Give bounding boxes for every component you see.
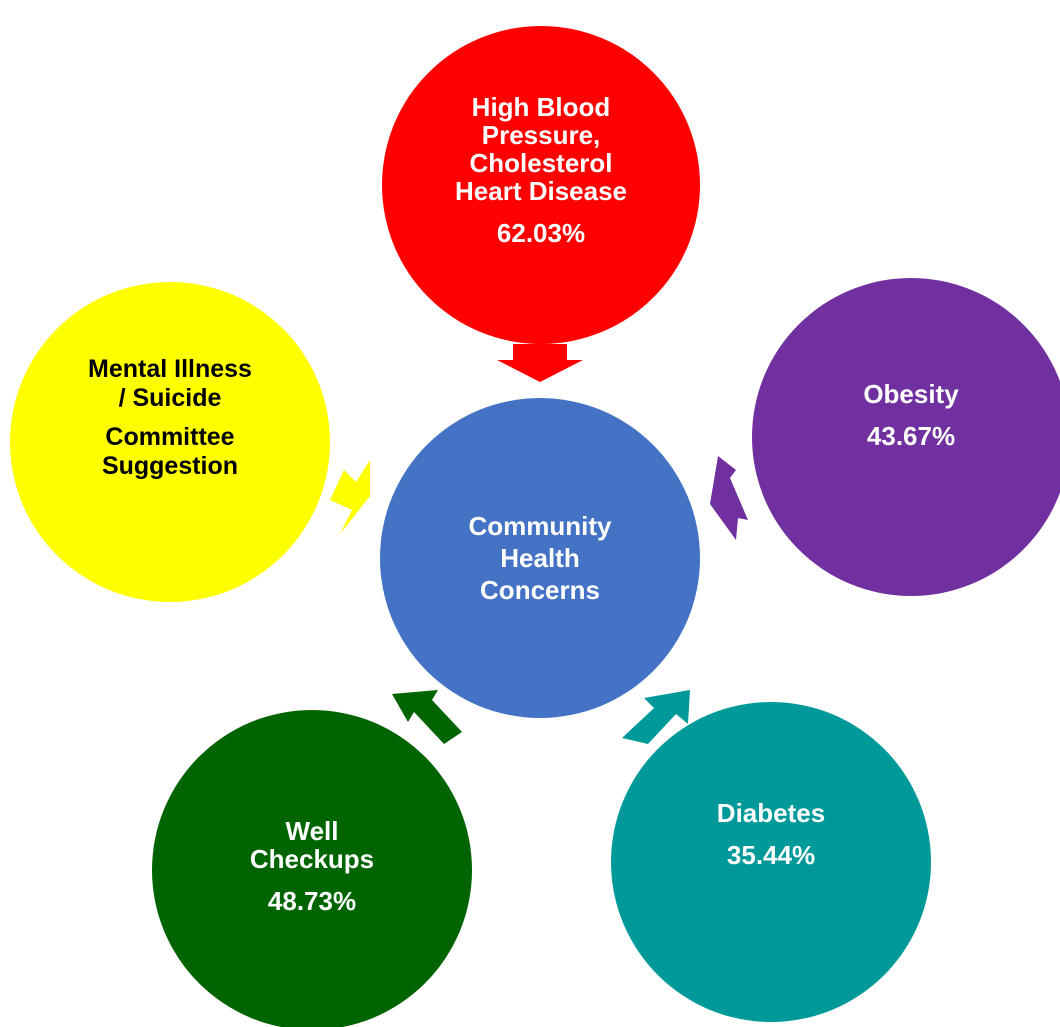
- arrow-bottom-left: [392, 690, 462, 744]
- node-title: Well Checkups: [249, 816, 375, 874]
- node-high-blood-pressure: High Blood Pressure, Cholesterol Heart D…: [382, 26, 700, 344]
- node-percentage: 43.67%: [866, 421, 956, 451]
- node-title: High Blood Pressure, Cholesterol Heart D…: [455, 92, 627, 206]
- node-percentage: 48.73%: [267, 886, 357, 916]
- node-percentage: 62.03%: [496, 218, 586, 248]
- node-mental-illness: Mental Illness / Suicide Committee Sugge…: [10, 282, 330, 602]
- node-community-health-concerns: Community Health Concerns: [380, 398, 700, 718]
- node-obesity: Obesity 43.67%: [752, 278, 1060, 596]
- node-percentage: 35.44%: [726, 840, 816, 870]
- center-title: Community Health Concerns: [468, 511, 612, 605]
- arrow-right: [710, 456, 748, 540]
- arrow-left: [330, 460, 370, 534]
- node-well-checkups: Well Checkups 48.73%: [152, 710, 472, 1027]
- arrow-top: [497, 344, 583, 382]
- node-title: Diabetes: [716, 798, 826, 828]
- node-diabetes: Diabetes 35.44%: [611, 702, 931, 1022]
- node-subtitle: Committee Suggestion: [101, 423, 239, 480]
- arrow-bottom-right: [622, 690, 690, 744]
- node-title: Obesity: [863, 379, 959, 409]
- node-title: Mental Illness / Suicide: [88, 355, 252, 412]
